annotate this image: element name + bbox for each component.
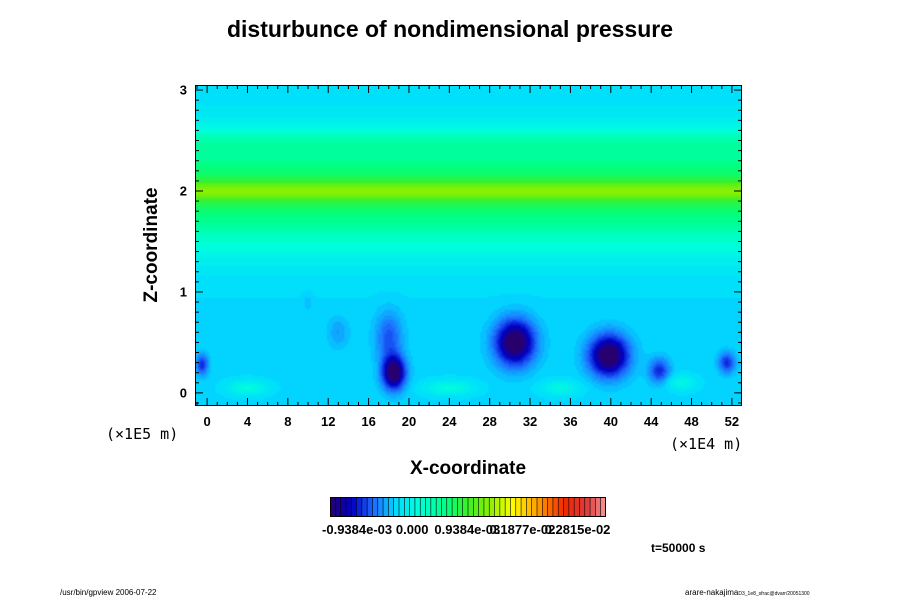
colorbar-cell <box>521 497 527 517</box>
colorbar-cell <box>388 497 394 517</box>
colorbar-cell <box>478 497 485 517</box>
colorbar-cell <box>579 497 586 517</box>
x-tick-label: 4 <box>243 414 252 429</box>
colorbar-cell <box>399 497 405 517</box>
colorbar-cell <box>494 497 501 517</box>
y-axis-label: Z-coordinate <box>141 187 162 303</box>
colorbar-cell <box>563 497 570 517</box>
colorbar-cell <box>600 497 606 517</box>
colorbar-cell <box>377 497 384 517</box>
colorbar-cell <box>457 497 463 517</box>
y-scale-note: (×1E5 m) <box>106 425 179 443</box>
colorbar-cell <box>558 497 564 517</box>
colorbar-cell <box>367 497 373 517</box>
colorbar-cell <box>372 497 379 517</box>
x-tick-label: 48 <box>684 414 699 429</box>
colorbar-label: 0.9384e-03 <box>434 522 501 537</box>
colorbar-cell <box>483 497 490 517</box>
colorbar-cell <box>547 497 554 517</box>
colorbar-cell <box>584 497 591 517</box>
y-tick-label: 3 <box>179 82 187 98</box>
colorbar-cell <box>361 497 368 517</box>
colorbar-cell <box>531 497 538 517</box>
colorbar-cell <box>335 497 341 517</box>
colorbar-cell <box>468 497 474 517</box>
x-tick-label: 8 <box>284 414 292 429</box>
colorbar-cell <box>510 497 517 517</box>
x-tick-label: 32 <box>522 414 538 429</box>
chart-title: disturbunce of nondimensional pressure <box>226 16 673 42</box>
x-tick-label: 16 <box>361 414 376 429</box>
colorbar-label: 0.1877e-02 <box>489 522 556 537</box>
colorbar-cell <box>489 497 495 517</box>
colorbar-cell <box>404 497 410 517</box>
colorbar-cell <box>351 497 357 517</box>
colorbar-cell <box>515 497 522 517</box>
footer-command: /usr/bin/gpview 2006-07-22 <box>60 588 157 597</box>
colorbar-cell <box>356 497 363 517</box>
colorbar-cell <box>430 497 437 517</box>
colorbar-cell <box>595 497 601 517</box>
colorbar-cell <box>330 497 336 517</box>
colorbar-cell <box>505 497 511 517</box>
x-tick-label: 44 <box>643 414 659 429</box>
colorbar-label: 0.000 <box>395 522 429 537</box>
footer-source-sub: D3_1e8_sfrac@dvarr/20051300 <box>738 591 810 597</box>
x-tick-label: 36 <box>563 414 578 429</box>
plot-border <box>195 85 742 406</box>
x-tick-label: 52 <box>724 414 740 429</box>
y-tick-label: 2 <box>179 183 187 199</box>
time-label: t=50000 s <box>651 541 706 555</box>
colorbar-cells <box>330 497 606 517</box>
x-tick-label: 40 <box>603 414 619 429</box>
colorbar-cell <box>425 497 432 517</box>
colorbar-cell <box>568 497 575 517</box>
pressure-heatmap <box>195 85 742 406</box>
colorbar-cell <box>409 497 416 517</box>
colorbar-cell <box>414 497 421 517</box>
x-axis-label: X-coordinate <box>409 458 527 479</box>
footer-source: arare-nakajimaD3_1e8_sfrac@dvarr/2005130… <box>685 588 810 597</box>
colorbar-cell <box>345 497 352 517</box>
colorbar-border <box>330 497 606 517</box>
colorbar-cell <box>542 497 548 517</box>
colorbar-label: -0.9384e-03 <box>322 522 393 537</box>
colorbar-cell <box>340 497 347 517</box>
colorbar-cell <box>441 497 448 517</box>
colorbar-cell <box>452 497 458 517</box>
x-tick-label: 24 <box>442 414 457 429</box>
x-tick-label: 12 <box>320 414 336 429</box>
colorbar-cell <box>473 497 479 517</box>
colorbar-cell <box>499 497 506 517</box>
plot-area <box>195 85 742 406</box>
x-tick-label: 0 <box>203 414 211 429</box>
colorbar-cell <box>436 497 442 517</box>
footer-source-main: arare-nakajima <box>685 588 739 597</box>
colorbar-cell <box>462 497 469 517</box>
colorbar <box>330 497 606 517</box>
colorbar-cell <box>393 497 400 517</box>
colorbar-label: 0.2815e-02 <box>544 522 611 537</box>
y-tick-label: 1 <box>179 284 187 300</box>
x-scale-note: (×1E4 m) <box>670 435 743 453</box>
y-tick-label: 0 <box>179 385 187 401</box>
colorbar-cell <box>574 497 580 517</box>
colorbar-cell <box>526 497 532 517</box>
colorbar-cell <box>537 497 543 517</box>
colorbar-cell <box>590 497 596 517</box>
colorbar-cell <box>446 497 453 517</box>
colorbar-cell <box>420 497 426 517</box>
colorbar-cell <box>383 497 389 517</box>
colorbar-cell <box>552 497 559 517</box>
x-tick-label: 20 <box>401 414 417 429</box>
x-tick-label: 28 <box>482 414 497 429</box>
